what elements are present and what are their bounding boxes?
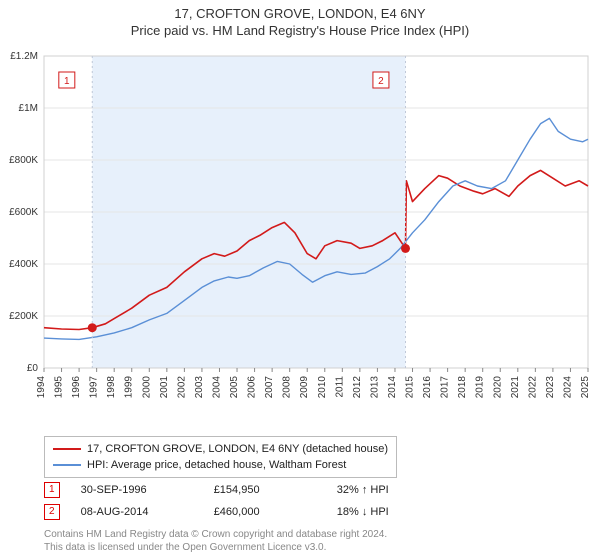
svg-text:2009: 2009	[299, 376, 310, 399]
svg-text:2025: 2025	[580, 376, 591, 399]
svg-text:£1M: £1M	[19, 103, 38, 114]
line-chart: £0 £200K £400K £600K £800K £1M £1.2M 1994 1995 19…	[0, 48, 600, 428]
sale-pct: 18% ↓ HPI	[337, 506, 437, 518]
svg-text:2012: 2012	[352, 376, 363, 399]
svg-text:1998: 1998	[106, 376, 117, 399]
sale-date: 08-AUG-2014	[81, 506, 211, 518]
svg-text:2010: 2010	[317, 376, 328, 399]
svg-text:1996: 1996	[71, 376, 82, 399]
sale-row: 2 08-AUG-2014 £460,000 18% ↓ HPI	[44, 504, 437, 520]
legend: 17, CROFTON GROVE, LONDON, E4 6NY (detac…	[44, 436, 397, 478]
legend-label: 17, CROFTON GROVE, LONDON, E4 6NY (detac…	[87, 443, 388, 455]
legend-item: 17, CROFTON GROVE, LONDON, E4 6NY (detac…	[53, 441, 388, 457]
svg-text:2000: 2000	[141, 376, 152, 399]
svg-text:1995: 1995	[54, 376, 65, 399]
sale-pct: 32% ↑ HPI	[337, 484, 437, 496]
svg-text:2001: 2001	[159, 376, 170, 399]
svg-text:2013: 2013	[369, 376, 380, 399]
svg-text:1999: 1999	[124, 376, 135, 399]
svg-text:1994: 1994	[36, 376, 47, 399]
svg-text:2021: 2021	[510, 376, 521, 399]
svg-text:2022: 2022	[527, 376, 538, 399]
svg-text:2018: 2018	[457, 376, 468, 399]
sale-price: £154,950	[214, 484, 334, 496]
svg-text:£600K: £600K	[9, 207, 38, 218]
sale-price: £460,000	[214, 506, 334, 518]
svg-text:2011: 2011	[334, 376, 345, 398]
svg-text:2004: 2004	[211, 376, 222, 399]
svg-text:1997: 1997	[89, 376, 100, 399]
footer-line: Contains HM Land Registry data © Crown c…	[44, 528, 387, 541]
sale-marker-badge: 1	[44, 482, 60, 498]
svg-text:2015: 2015	[405, 376, 416, 399]
chart-area: £0 £200K £400K £600K £800K £1M £1.2M 1994 1995 19…	[0, 48, 600, 428]
svg-text:£800K: £800K	[9, 155, 38, 166]
legend-label: HPI: Average price, detached house, Walt…	[87, 459, 346, 471]
svg-text:2014: 2014	[387, 376, 398, 399]
svg-text:2023: 2023	[545, 376, 556, 399]
svg-text:2005: 2005	[229, 376, 240, 399]
title-address: 17, CROFTON GROVE, LONDON, E4 6NY	[0, 0, 600, 21]
svg-text:£200K: £200K	[9, 311, 38, 322]
footer-attribution: Contains HM Land Registry data © Crown c…	[44, 528, 387, 554]
legend-swatch	[53, 448, 81, 450]
svg-text:2008: 2008	[282, 376, 293, 399]
svg-text:2: 2	[378, 76, 384, 87]
legend-item: HPI: Average price, detached house, Walt…	[53, 457, 388, 473]
svg-text:2003: 2003	[194, 376, 205, 399]
svg-text:2019: 2019	[475, 376, 486, 399]
sale-date: 30-SEP-1996	[81, 484, 211, 496]
svg-text:1: 1	[64, 76, 70, 87]
svg-text:£1.2M: £1.2M	[10, 51, 38, 62]
footer-line: This data is licensed under the Open Gov…	[44, 541, 387, 554]
svg-text:2002: 2002	[176, 376, 187, 399]
svg-text:2007: 2007	[264, 376, 275, 399]
svg-text:2020: 2020	[492, 376, 503, 399]
figure: 17, CROFTON GROVE, LONDON, E4 6NY Price …	[0, 0, 600, 560]
svg-text:2017: 2017	[440, 376, 451, 399]
svg-text:2006: 2006	[247, 376, 258, 399]
svg-text:2024: 2024	[562, 376, 573, 399]
svg-text:£0: £0	[27, 363, 39, 374]
sale-marker-badge: 2	[44, 504, 60, 520]
sale-row: 1 30-SEP-1996 £154,950 32% ↑ HPI	[44, 482, 437, 498]
svg-text:£400K: £400K	[9, 259, 38, 270]
title-sub: Price paid vs. HM Land Registry's House …	[0, 21, 600, 44]
svg-text:2016: 2016	[422, 376, 433, 399]
legend-swatch	[53, 464, 81, 466]
